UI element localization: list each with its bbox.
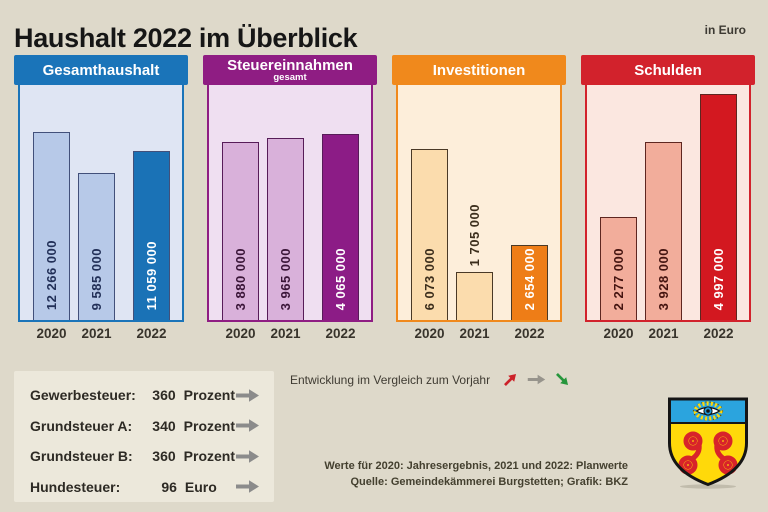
- year-tick-label: 2021: [459, 326, 490, 341]
- panel-title: Schulden: [634, 61, 702, 79]
- bar-value-label: 11 059 000: [143, 240, 159, 310]
- bar-value-label: 6 073 000: [421, 247, 437, 310]
- bar-2021: [78, 173, 115, 320]
- tax-value: 96: [161, 478, 177, 495]
- plot-area-investitionen: 6 073 000 1 705 000 2 654 000: [396, 85, 562, 322]
- tax-value: 340: [152, 417, 176, 434]
- bar-value-label: 2 654 000: [521, 247, 537, 310]
- tax-row: Hundesteuer: 96 Euro: [30, 472, 260, 503]
- year-tick-label: 2021: [81, 326, 112, 341]
- crest-charge-right: [713, 431, 738, 475]
- trend-steady-icon: [527, 373, 546, 386]
- year-tick-label: 2020: [225, 326, 256, 341]
- tax-row: Grundsteuer B: 360 Prozent: [30, 441, 260, 472]
- tax-row: Gewerbesteuer: 360 Prozent: [30, 380, 260, 411]
- tax-unit: Prozent: [183, 387, 235, 404]
- panel-steuereinnahmen: Steuereinnahmen gesamt 3 880 000 3 965 000 4…: [203, 55, 377, 344]
- panel-header-investitionen: Investitionen: [392, 55, 566, 85]
- panel-schulden: Schulden 2 277 000 3 928 000 4 997 000 2020 2…: [581, 55, 755, 344]
- bar-value-label: 2 277 000: [610, 247, 626, 310]
- bar-value-label: 3 928 000: [655, 247, 671, 310]
- right-arrow-icon: [235, 449, 260, 464]
- bar-value-label: 12 266 000: [43, 239, 59, 310]
- year-tick-label: 2020: [603, 326, 634, 341]
- panel-title: Gesamthaushalt: [42, 61, 160, 79]
- tax-label: Grundsteuer B:: [30, 448, 133, 465]
- bar-2020: [33, 132, 70, 320]
- bar-value-label: 4 065 000: [332, 247, 348, 310]
- plot-area-gesamthaushalt: 12 266 000 9 585 000 11 059 000: [18, 85, 184, 322]
- tax-value: 360: [152, 387, 176, 404]
- crest-charge-left: [678, 431, 703, 475]
- year-axis: 2020 2021 2022: [18, 326, 184, 344]
- bar-2022: [511, 245, 548, 320]
- panel-investitionen: Investitionen 6 073 000 1 705 000 2 654 000…: [392, 55, 566, 344]
- bar-2021: [456, 272, 493, 320]
- bar-2022: [322, 134, 359, 320]
- trend-up-icon: [502, 371, 519, 388]
- year-tick-label: 2021: [270, 326, 301, 341]
- source-note-line2: Quelle: Gemeindekämmerei Burgstetten; Gr…: [350, 475, 628, 488]
- bar-2022: [133, 151, 170, 320]
- panel-subtitle: gesamt: [273, 71, 307, 83]
- year-tick-label: 2022: [325, 326, 356, 341]
- year-tick-label: 2021: [648, 326, 679, 341]
- year-tick-label: 2020: [36, 326, 67, 341]
- coat-of-arms: [666, 396, 750, 495]
- tax-value: 360: [152, 448, 176, 465]
- panel-header-steuereinnahmen: Steuereinnahmen gesamt: [203, 55, 377, 85]
- year-axis: 2020 2021 2022: [396, 326, 562, 344]
- panel-title: Investitionen: [432, 61, 526, 79]
- plot-area-schulden: 2 277 000 3 928 000 4 997 000: [585, 85, 751, 322]
- tax-label: Grundsteuer A:: [30, 417, 133, 434]
- tax-label: Gewerbesteuer:: [30, 387, 136, 404]
- bar-2020: [600, 217, 637, 320]
- tax-unit: Euro: [184, 478, 217, 495]
- tax-unit: Prozent: [183, 417, 235, 434]
- eye-icon: [692, 401, 724, 421]
- panel-header-schulden: Schulden: [581, 55, 755, 85]
- tax-rates-box: Gewerbesteuer: 360 Prozent Grundsteuer A…: [14, 371, 274, 502]
- panels: Gesamthaushalt 12 266 000 9 585 000 11 059 …: [14, 55, 755, 344]
- bar-2021: [267, 138, 304, 320]
- source-note: Werte für 2020: Jahresergebnis, 2021 und…: [324, 459, 628, 490]
- bar-value-label: 1 705 000: [466, 203, 482, 266]
- bar-value-label: 9 585 000: [88, 247, 104, 310]
- source-note-line1: Werte für 2020: Jahresergebnis, 2021 und…: [324, 460, 628, 472]
- trend-legend: Entwicklung im Vergleich zum Vorjahr: [290, 371, 571, 388]
- right-arrow-icon: [235, 418, 260, 433]
- year-axis: 2020 2021 2022: [207, 326, 373, 344]
- bar-2020: [222, 142, 259, 320]
- bar-2020: [411, 149, 448, 320]
- tax-label: Hundesteuer:: [30, 478, 121, 495]
- panel-header-gesamthaushalt: Gesamthaushalt: [14, 55, 188, 85]
- year-tick-label: 2022: [136, 326, 167, 341]
- bar-value-label: 3 880 000: [232, 247, 248, 310]
- unit-note: in Euro: [704, 23, 746, 37]
- bar-2021: [645, 142, 682, 320]
- panel-gesamthaushalt: Gesamthaushalt 12 266 000 9 585 000 11 059 …: [14, 55, 188, 344]
- year-tick-label: 2022: [514, 326, 545, 341]
- plot-area-steuereinnahmen: 3 880 000 3 965 000 4 065 000: [207, 85, 373, 322]
- bar-value-label: 4 997 000: [710, 247, 726, 310]
- tax-unit: Prozent: [183, 448, 235, 465]
- page-title: Haushalt 2022 im Überblick: [14, 23, 358, 54]
- year-tick-label: 2022: [703, 326, 734, 341]
- trend-down-icon: [554, 371, 571, 388]
- bar-value-label: 3 965 000: [277, 247, 293, 310]
- tax-row: Grundsteuer A: 340 Prozent: [30, 411, 260, 442]
- year-tick-label: 2020: [414, 326, 445, 341]
- trend-legend-label: Entwicklung im Vergleich zum Vorjahr: [290, 372, 491, 387]
- year-axis: 2020 2021 2022: [585, 326, 751, 344]
- panel-title: Steuereinnahmen: [227, 56, 353, 74]
- right-arrow-icon: [235, 479, 260, 494]
- crest-charges: [678, 431, 738, 475]
- right-arrow-icon: [235, 388, 260, 403]
- bar-2022: [700, 94, 737, 320]
